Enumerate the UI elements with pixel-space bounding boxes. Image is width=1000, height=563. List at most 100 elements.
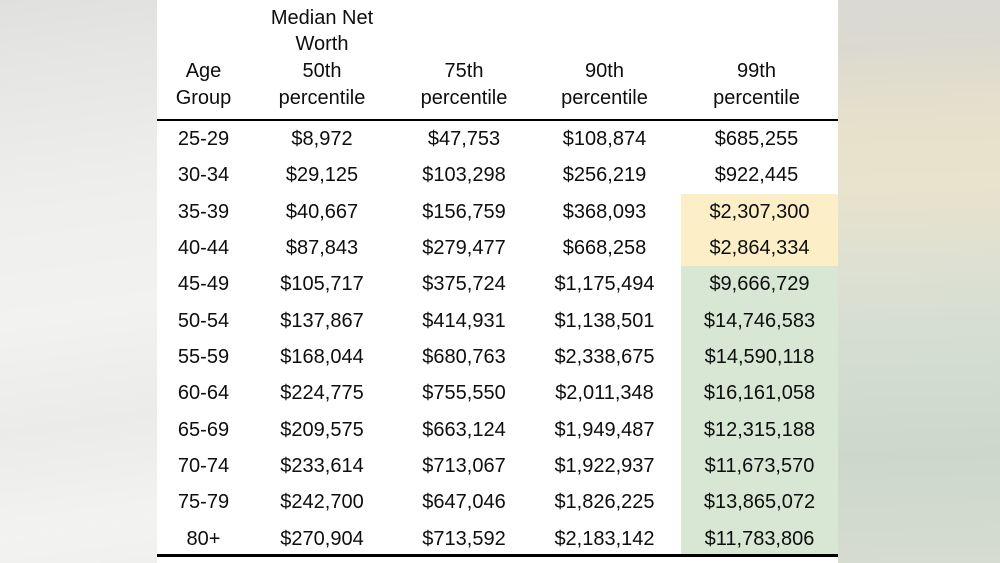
- value-cell: $270,904: [280, 527, 364, 550]
- value-cell: $14,746,583: [675, 302, 838, 339]
- value-cell: $2,011,348: [555, 382, 654, 405]
- empty-cell: [157, 0, 250, 58]
- net-worth-table: Median Net Worth Age Group 50th percenti…: [157, 0, 838, 557]
- table-row: 25-29 $8,972 $47,753 $108,874 $685,255: [157, 121, 838, 157]
- value-cell: $368,093: [562, 200, 647, 223]
- value-cell: $137,867: [280, 309, 364, 332]
- age-group-cell: 40-44: [177, 236, 230, 259]
- value-cell: $108,874: [562, 128, 647, 150]
- age-group-cell: 35-39: [177, 200, 230, 223]
- value-cell: $11,673,570: [675, 447, 838, 485]
- value-cell: $47,753: [427, 128, 501, 150]
- value-cell: $375,724: [422, 273, 506, 296]
- value-cell: $2,338,675: [554, 345, 655, 368]
- value-cell: $209,575: [280, 418, 364, 441]
- column-header-line: percentile: [278, 87, 366, 109]
- value-cell: $156,759: [422, 200, 506, 223]
- value-cell: $647,046: [422, 491, 506, 514]
- value-cell: $87,843: [285, 236, 359, 259]
- column-header-age-group: Age Group: [157, 58, 250, 121]
- table-title-line2: Worth: [295, 33, 349, 55]
- value-cell: $1,175,494: [554, 273, 655, 296]
- column-header-99th: 99th percentile: [675, 58, 838, 121]
- age-group-cell: 70-74: [177, 454, 230, 477]
- age-group-cell: 45-49: [177, 273, 230, 296]
- column-header-row: Age Group 50th percentile 75th percentil…: [157, 58, 838, 121]
- value-cell: $663,124: [422, 418, 506, 441]
- value-cell: $414,931: [422, 309, 506, 332]
- value-cell: $242,700: [280, 491, 364, 514]
- value-cell: $713,592: [422, 527, 506, 550]
- value-cell: $1,826,225: [554, 491, 655, 514]
- right-blur-background: [815, 0, 1000, 563]
- table-row: 80+ $270,904 $713,592 $2,183,142 $11,783,806: [157, 520, 838, 557]
- age-group-cell: 55-59: [177, 345, 230, 368]
- age-group-cell: 60-64: [177, 382, 230, 405]
- value-cell: $168,044: [280, 345, 364, 368]
- value-cell: $713,067: [422, 454, 506, 477]
- column-header-line: 90th: [585, 60, 624, 82]
- empty-cell: [675, 0, 838, 58]
- value-cell: $2,307,300: [675, 193, 838, 230]
- value-cell: $12,315,188: [675, 411, 838, 448]
- table-row: 65-69 $209,575 $663,124 $1,949,487 $12,315,1…: [157, 411, 838, 448]
- column-header-75th: 75th percentile: [394, 58, 534, 121]
- column-header-line: percentile: [420, 87, 508, 109]
- column-header-line: Age: [185, 60, 222, 82]
- value-cell: $40,667: [285, 200, 359, 223]
- table-body: 25-29 $8,972 $47,753 $108,874 $685,255 30-34 $…: [157, 121, 838, 557]
- age-group-cell: 75-79: [177, 491, 230, 514]
- value-cell: $11,783,806: [675, 520, 838, 557]
- table-row: 70-74 $233,614 $713,067 $1,922,937 $11,673,5…: [157, 447, 838, 485]
- table-row: 50-54 $137,867 $414,931 $1,138,501 $14,746,5…: [157, 302, 838, 339]
- table-title: Median Net Worth: [250, 0, 394, 58]
- table-row: 40-44 $87,843 $279,477 $668,258 $2,864,334: [157, 229, 838, 267]
- empty-cell: [534, 0, 675, 58]
- age-group-cell: 25-29: [177, 128, 230, 150]
- value-cell: $29,125: [285, 164, 359, 187]
- value-cell: $685,255: [714, 128, 799, 150]
- value-cell: $668,258: [562, 236, 647, 259]
- column-header-line: percentile: [561, 87, 648, 109]
- table-row: 60-64 $224,775 $755,550 $2,011,348 $16,161,0…: [157, 375, 838, 412]
- value-cell: $105,717: [280, 273, 364, 296]
- age-group-cell: 80+: [186, 527, 221, 550]
- value-cell: $279,477: [422, 236, 506, 259]
- age-group-cell: 65-69: [177, 418, 230, 441]
- column-header-line: percentile: [713, 87, 800, 109]
- value-cell: $9,666,729: [675, 266, 838, 303]
- table-row: 30-34 $29,125 $103,298 $256,219 $922,445: [157, 157, 838, 193]
- column-header-line: 50th: [302, 60, 342, 82]
- value-cell: $103,298: [422, 164, 506, 187]
- empty-cell: [394, 0, 534, 58]
- table-row: 45-49 $105,717 $375,724 $1,175,494 $9,666,72…: [157, 266, 838, 303]
- column-header-90th: 90th percentile: [534, 58, 675, 121]
- column-header-line: Group: [175, 87, 232, 109]
- value-cell: $2,183,142: [554, 527, 655, 550]
- value-cell: $1,949,487: [554, 418, 655, 441]
- value-cell: $922,445: [714, 164, 799, 187]
- value-cell: $13,865,072: [675, 484, 838, 521]
- value-cell: $755,550: [422, 382, 506, 405]
- value-cell: $224,775: [280, 382, 364, 405]
- table-row: 55-59 $168,044 $680,763 $2,338,675 $14,590,1…: [157, 338, 838, 376]
- table-bottom-border: [157, 554, 838, 557]
- net-worth-table-panel: Median Net Worth Age Group 50th percenti…: [157, 0, 838, 563]
- value-cell: $16,161,058: [675, 375, 838, 412]
- value-cell: $680,763: [422, 345, 506, 368]
- age-group-cell: 50-54: [177, 309, 230, 332]
- value-cell: $8,972: [291, 128, 353, 150]
- value-cell: $256,219: [562, 164, 647, 187]
- column-header-line: 75th: [444, 60, 484, 82]
- value-cell: $1,922,937: [554, 454, 655, 477]
- value-cell: $1,138,501: [554, 309, 655, 332]
- value-cell: $14,590,118: [675, 338, 838, 376]
- value-cell: $233,614: [280, 454, 364, 477]
- table-title-line1: Median Net: [270, 7, 374, 29]
- age-group-cell: 30-34: [177, 164, 230, 187]
- column-header-line: 99th: [737, 60, 776, 82]
- table-row: 35-39 $40,667 $156,759 $368,093 $2,307,300: [157, 193, 838, 230]
- column-header-50th: 50th percentile: [250, 58, 394, 121]
- table-overtitle-row: Median Net Worth: [157, 0, 838, 58]
- value-cell: $2,864,334: [675, 229, 838, 267]
